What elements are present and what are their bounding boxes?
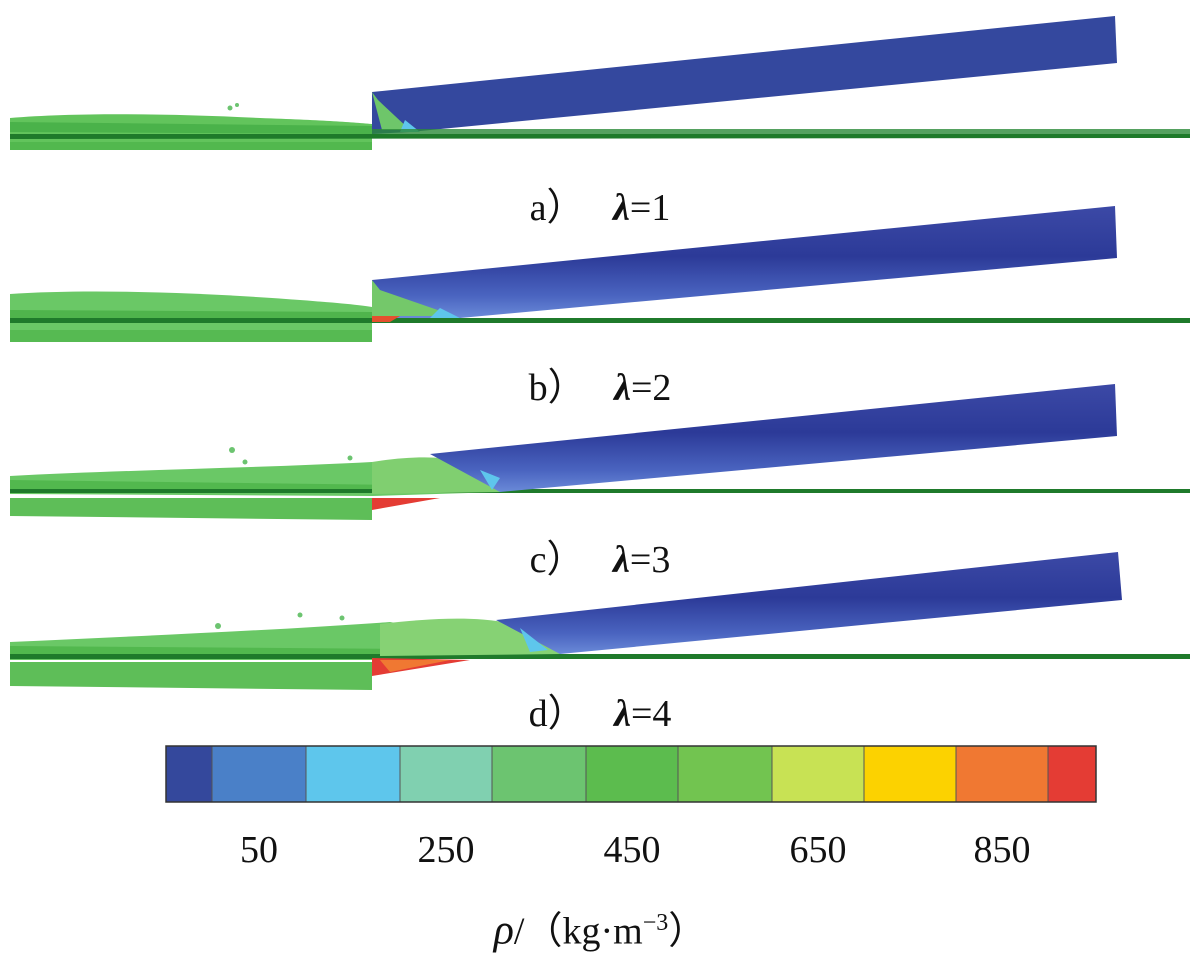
panel-d-contour xyxy=(10,552,1190,690)
colorbar-segment-5 xyxy=(585,745,679,803)
panel-d-caption: d） λ=4 xyxy=(528,693,672,735)
panel-c-caption: c） λ=3 xyxy=(529,539,671,581)
panel-b-contour xyxy=(10,206,1190,342)
colorbar-segment-6 xyxy=(677,745,773,803)
colorbar xyxy=(165,745,1097,803)
colorbar-tick-label: 50 xyxy=(240,829,278,871)
colorbar-unit-label: ρ/（kg·m−3） xyxy=(493,907,707,954)
colorbar-segment-3 xyxy=(399,745,493,803)
colorbar-tick-label: 850 xyxy=(973,829,1031,871)
colorbar-segment-0 xyxy=(165,745,213,803)
colorbar-tick-label: 450 xyxy=(603,829,661,871)
colorbar-segment-1 xyxy=(211,745,307,803)
colorbar-segment-9 xyxy=(955,745,1049,803)
colorbar-segment-10 xyxy=(1047,745,1097,803)
panel-b-caption: b） λ=2 xyxy=(528,367,672,409)
colorbar-segment-7 xyxy=(771,745,865,803)
panel-a-caption: a） λ=1 xyxy=(529,187,671,229)
colorbar-segment-2 xyxy=(305,745,401,803)
panel-a-contour xyxy=(10,16,1190,150)
colorbar-tick-label: 250 xyxy=(417,829,475,871)
colorbar-segment-8 xyxy=(863,745,957,803)
colorbar-segment-4 xyxy=(491,745,587,803)
panel-c-contour xyxy=(10,384,1190,520)
colorbar-outline xyxy=(165,745,1097,803)
colorbar-tick-label: 650 xyxy=(789,829,847,871)
